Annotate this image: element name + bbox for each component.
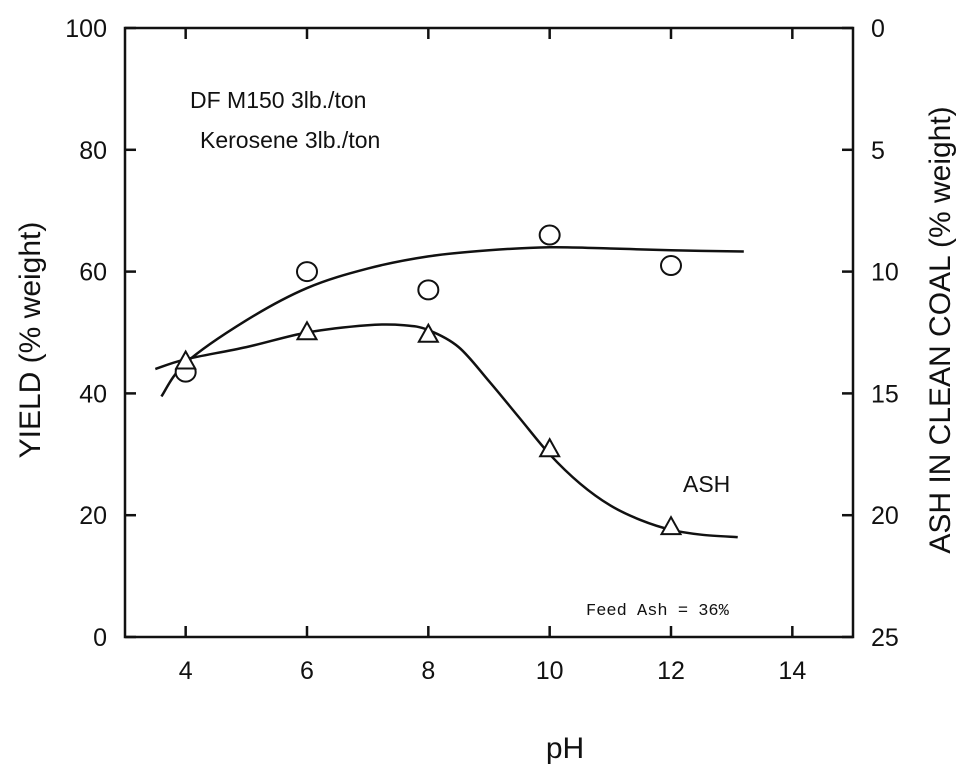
plot-frame: [123, 26, 855, 639]
ash-data-point: [295, 320, 319, 341]
x-tick-label: 14: [778, 657, 806, 685]
yield-data-point: [417, 279, 440, 301]
ash-fit-curve: [154, 323, 738, 539]
y-tick-label-left: 100: [65, 15, 107, 43]
y-tick-label-right: 5: [871, 137, 885, 165]
y-axis-title-right: ASH IN CLEAN COAL (% weight): [924, 106, 957, 553]
x-tick-label: 4: [179, 657, 193, 685]
y-tick-label-left: 0: [93, 624, 107, 652]
yield-data-point: [538, 224, 561, 246]
x-tick-label: 10: [536, 657, 564, 685]
x-tick-label: 6: [300, 657, 314, 685]
ash-data-point: [174, 349, 197, 370]
x-tick-label: 8: [421, 657, 435, 685]
ash-data-point: [417, 322, 440, 343]
y-tick-label-right: 0: [871, 15, 885, 43]
ash-data-point: [538, 437, 561, 458]
yield-data-point: [296, 261, 318, 283]
y-tick-label-right: 20: [871, 502, 899, 530]
y-axis-title-left: YIELD (% weight): [14, 222, 47, 459]
annotation-feed-ash: Feed Ash = 36%: [586, 602, 730, 621]
y-tick-label-right: 25: [871, 624, 899, 652]
y-tick-label-left: 20: [79, 502, 107, 530]
x-tick-label: 12: [657, 657, 685, 685]
y-tick-label-left: 80: [79, 137, 107, 165]
yield-fit-curve: [160, 245, 744, 398]
y-tick-label-left: 60: [79, 259, 107, 287]
x-axis-title: pH: [546, 732, 584, 765]
yield-data-point: [660, 255, 682, 277]
y-tick-label-right: 15: [871, 380, 899, 408]
annotation-reagent-2: Kerosene 3lb./ton: [200, 127, 380, 153]
ash-data-point: [659, 515, 683, 536]
y-tick-label-right: 10: [871, 259, 899, 287]
annotation-ash-label: ASH: [683, 471, 730, 497]
y-tick-label-left: 40: [79, 380, 107, 408]
annotation-reagent-1: DF M150 3lb./ton: [190, 87, 366, 113]
